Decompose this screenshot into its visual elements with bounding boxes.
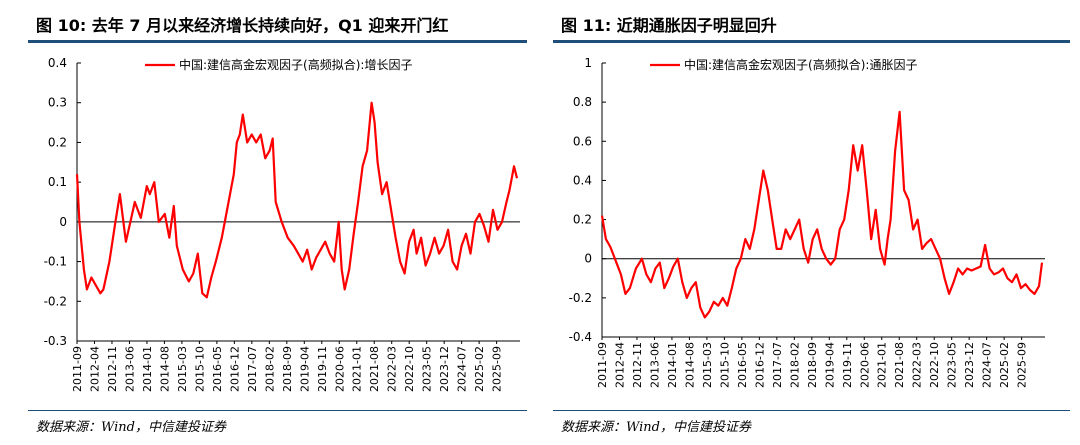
y-tick-label: -0.4 [569,330,592,344]
x-tick-label: 2025-09 [491,346,504,392]
x-tick-label: 2021-01 [876,342,889,388]
x-tick-label: 2020-06 [333,346,346,392]
x-tick-label: 2016-12 [228,346,241,392]
legend-label: 中国:建信高金宏观因子(高频拟合):增长因子 [179,57,412,72]
footer-rule [553,410,1070,411]
y-tick-label: 0.4 [48,56,67,70]
figure-title: 图 11: 近期通胀因子明显回升 [561,16,777,35]
x-tick-label: 2012-04 [88,346,101,392]
x-tick-label: 2022-10 [928,342,941,388]
x-tick-label: 2012-04 [613,342,626,388]
legend-label: 中国:建信高金宏观因子(高频拟合):通胀因子 [684,57,917,72]
x-tick-label: 2011-09 [596,342,609,388]
x-tick-label: 2025-09 [1016,342,1029,388]
figure-11-panel: 图 11: 近期通胀因子明显回升 1 0.8 0.6 0.4 0.2 0 -0.2 -0.4 2… [545,0,1080,445]
x-tick-label: 2023-05 [421,346,434,392]
x-tick-label: 2019-04 [298,346,311,392]
y-tick-label: -0.3 [44,334,67,348]
x-tick-label: 2017-07 [246,346,259,392]
x-tick-label: 2019-11 [316,346,329,392]
x-tick-label: 2018-09 [806,342,819,388]
x-tick-label: 2012-11 [106,346,119,392]
x-tick-label: 2024-07 [981,342,994,388]
y-tick-label: 0.2 [573,213,592,227]
x-tick-label: 2015-10 [718,342,731,388]
x-tick-label: 2021-08 [368,346,381,392]
figure-10-panel: 图 10: 去年 7 月以来经济增长持续向好，Q1 迎来开门红 0.4 0.3 0.… [0,0,535,445]
x-tick-label: 2018-09 [281,346,294,392]
y-tick-label: 0.1 [48,175,67,189]
x-tick-label: 2018-02 [788,342,801,388]
x-tick-label: 2025-02 [473,346,486,392]
x-tick-label: 2022-03 [386,346,399,392]
x-tick-label: 2018-02 [263,346,276,392]
footer-rule [28,410,527,411]
x-tick-label: 2025-02 [998,342,1011,388]
title-rule [28,40,527,43]
x-tick-label: 2014-01 [141,346,154,392]
x-tick-label: 2023-12 [438,346,451,392]
y-tick-label: 0.8 [573,95,592,109]
x-tick-label: 2023-12 [963,342,976,388]
series-line [600,110,1044,319]
x-tick-label: 2012-11 [631,342,644,388]
x-tick-label: 2015-03 [701,342,714,388]
x-tick-label: 2013-06 [648,342,661,388]
x-tick-label: 2023-05 [946,342,959,388]
x-tick-label: 2022-10 [403,346,416,392]
x-tick-label: 2013-06 [123,346,136,392]
x-tick-label: 2016-12 [753,342,766,388]
x-tick-label: 2022-03 [911,342,924,388]
y-tick-label: 0.4 [573,173,592,187]
x-tick-label: 2016-05 [736,342,749,388]
inflation-factor-line-chart: 1 0.8 0.6 0.4 0.2 0 -0.2 -0.4 2011-09 2012-04 2012… [569,56,1045,388]
x-tick-label: 2020-06 [858,342,871,388]
x-tick-label: 2014-08 [683,342,696,388]
source-note: 数据来源：Wind，中信建投证券 [561,420,751,435]
x-tick-label: 2016-05 [211,346,224,392]
y-tick-label: 1 [584,56,592,70]
y-tick-label: 0.3 [48,96,67,110]
figure-title: 图 10: 去年 7 月以来经济增长持续向好，Q1 迎来开门红 [36,16,449,35]
title-rule [553,40,1070,43]
series-line [75,101,519,299]
x-tick-label: 2015-10 [193,346,206,392]
growth-factor-line-chart: 0.4 0.3 0.2 0.1 0 -0.1 -0.2 -0.3 2011-09 2012-04 2… [44,56,520,392]
x-tick-label: 2024-07 [456,346,469,392]
y-tick-label: -0.2 [44,294,67,308]
y-tick-label: -0.1 [44,255,67,269]
x-tick-label: 2014-01 [666,342,679,388]
x-tick-label: 2011-09 [71,346,84,392]
y-tick-label: 0 [59,215,67,229]
x-tick-label: 2015-03 [176,346,189,392]
x-tick-label: 2019-11 [841,342,854,388]
x-tick-label: 2021-01 [351,346,364,392]
y-tick-label: -0.2 [569,291,592,305]
y-tick-label: 0.6 [573,134,592,148]
x-tick-label: 2014-08 [158,346,171,392]
x-tick-label: 2017-07 [771,342,784,388]
x-tick-label: 2019-04 [823,342,836,388]
source-note: 数据来源：Wind，中信建投证券 [36,420,226,435]
y-tick-label: 0.2 [48,135,67,149]
x-tick-label: 2021-08 [893,342,906,388]
y-tick-label: 0 [584,252,592,266]
